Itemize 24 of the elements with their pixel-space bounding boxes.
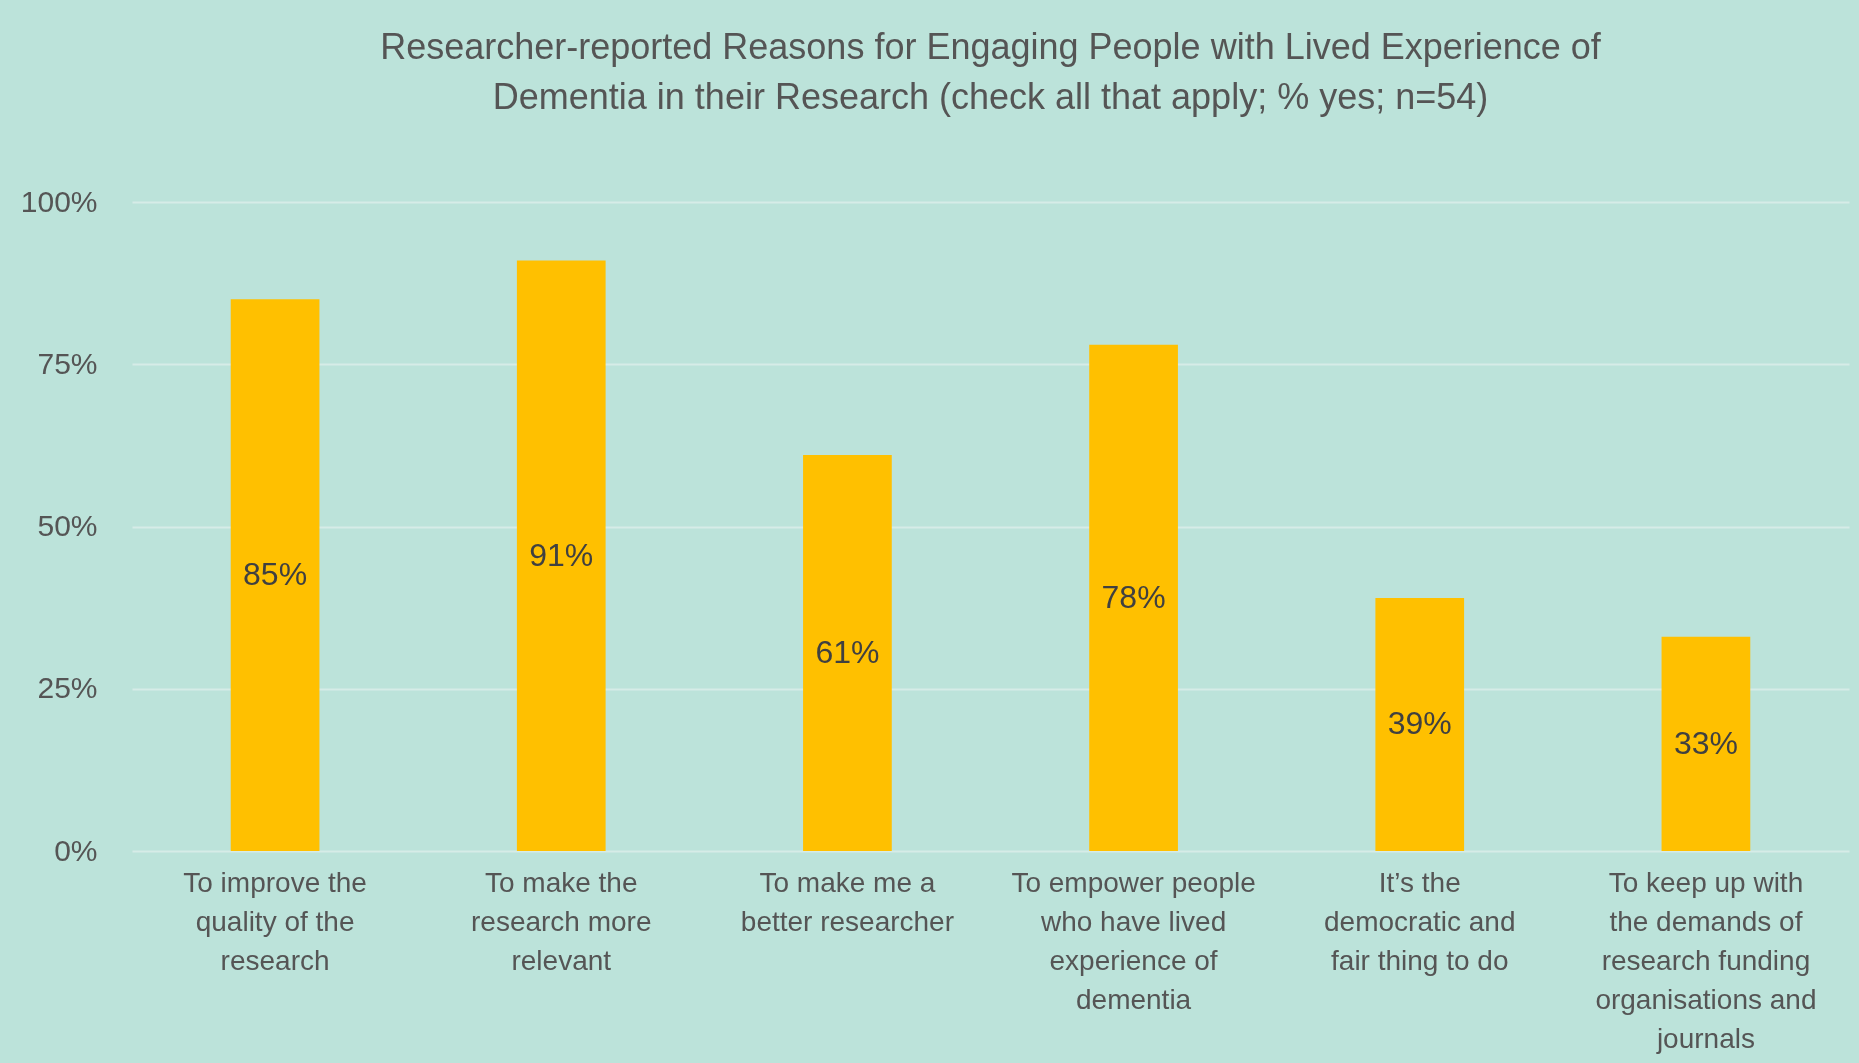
bar	[1375, 597, 1465, 851]
bar	[1661, 636, 1751, 851]
x-tick-label: To keep up with the demands of research funding organisations and journals	[1595, 866, 1817, 1054]
chart-title: Researcher-reported Reasons for Engaging People with Lived Experience of Dementia in their Research (check all that apply; % yes; n=54)	[380, 26, 1602, 117]
x-tick-label: To improve the quality of the research	[183, 866, 367, 976]
bar	[803, 455, 892, 851]
bar	[1089, 344, 1178, 851]
data-label: 78%	[1101, 578, 1166, 615]
data-label: 39%	[1387, 705, 1452, 742]
x-tick-label: It’s the democratic and fair thing to do	[1324, 866, 1516, 976]
data-label: 61%	[815, 634, 880, 671]
data-label: 85%	[243, 556, 308, 593]
y-tick-label: 75%	[37, 346, 98, 380]
x-tick-label: To make me a better researcher	[740, 866, 955, 937]
data-label: 91%	[529, 536, 594, 573]
y-tick-label: 50%	[37, 509, 98, 542]
data-label: 33%	[1673, 724, 1738, 761]
y-tick-label: 100%	[20, 184, 98, 218]
y-tick-label: 0%	[54, 833, 98, 867]
y-tick-label: 25%	[37, 671, 98, 705]
x-tick-label: To make the research more relevant	[470, 866, 652, 976]
x-tick-label: To empower people who have lived experience of dementia	[1011, 866, 1256, 1015]
bar	[516, 260, 606, 851]
bar	[230, 299, 320, 851]
